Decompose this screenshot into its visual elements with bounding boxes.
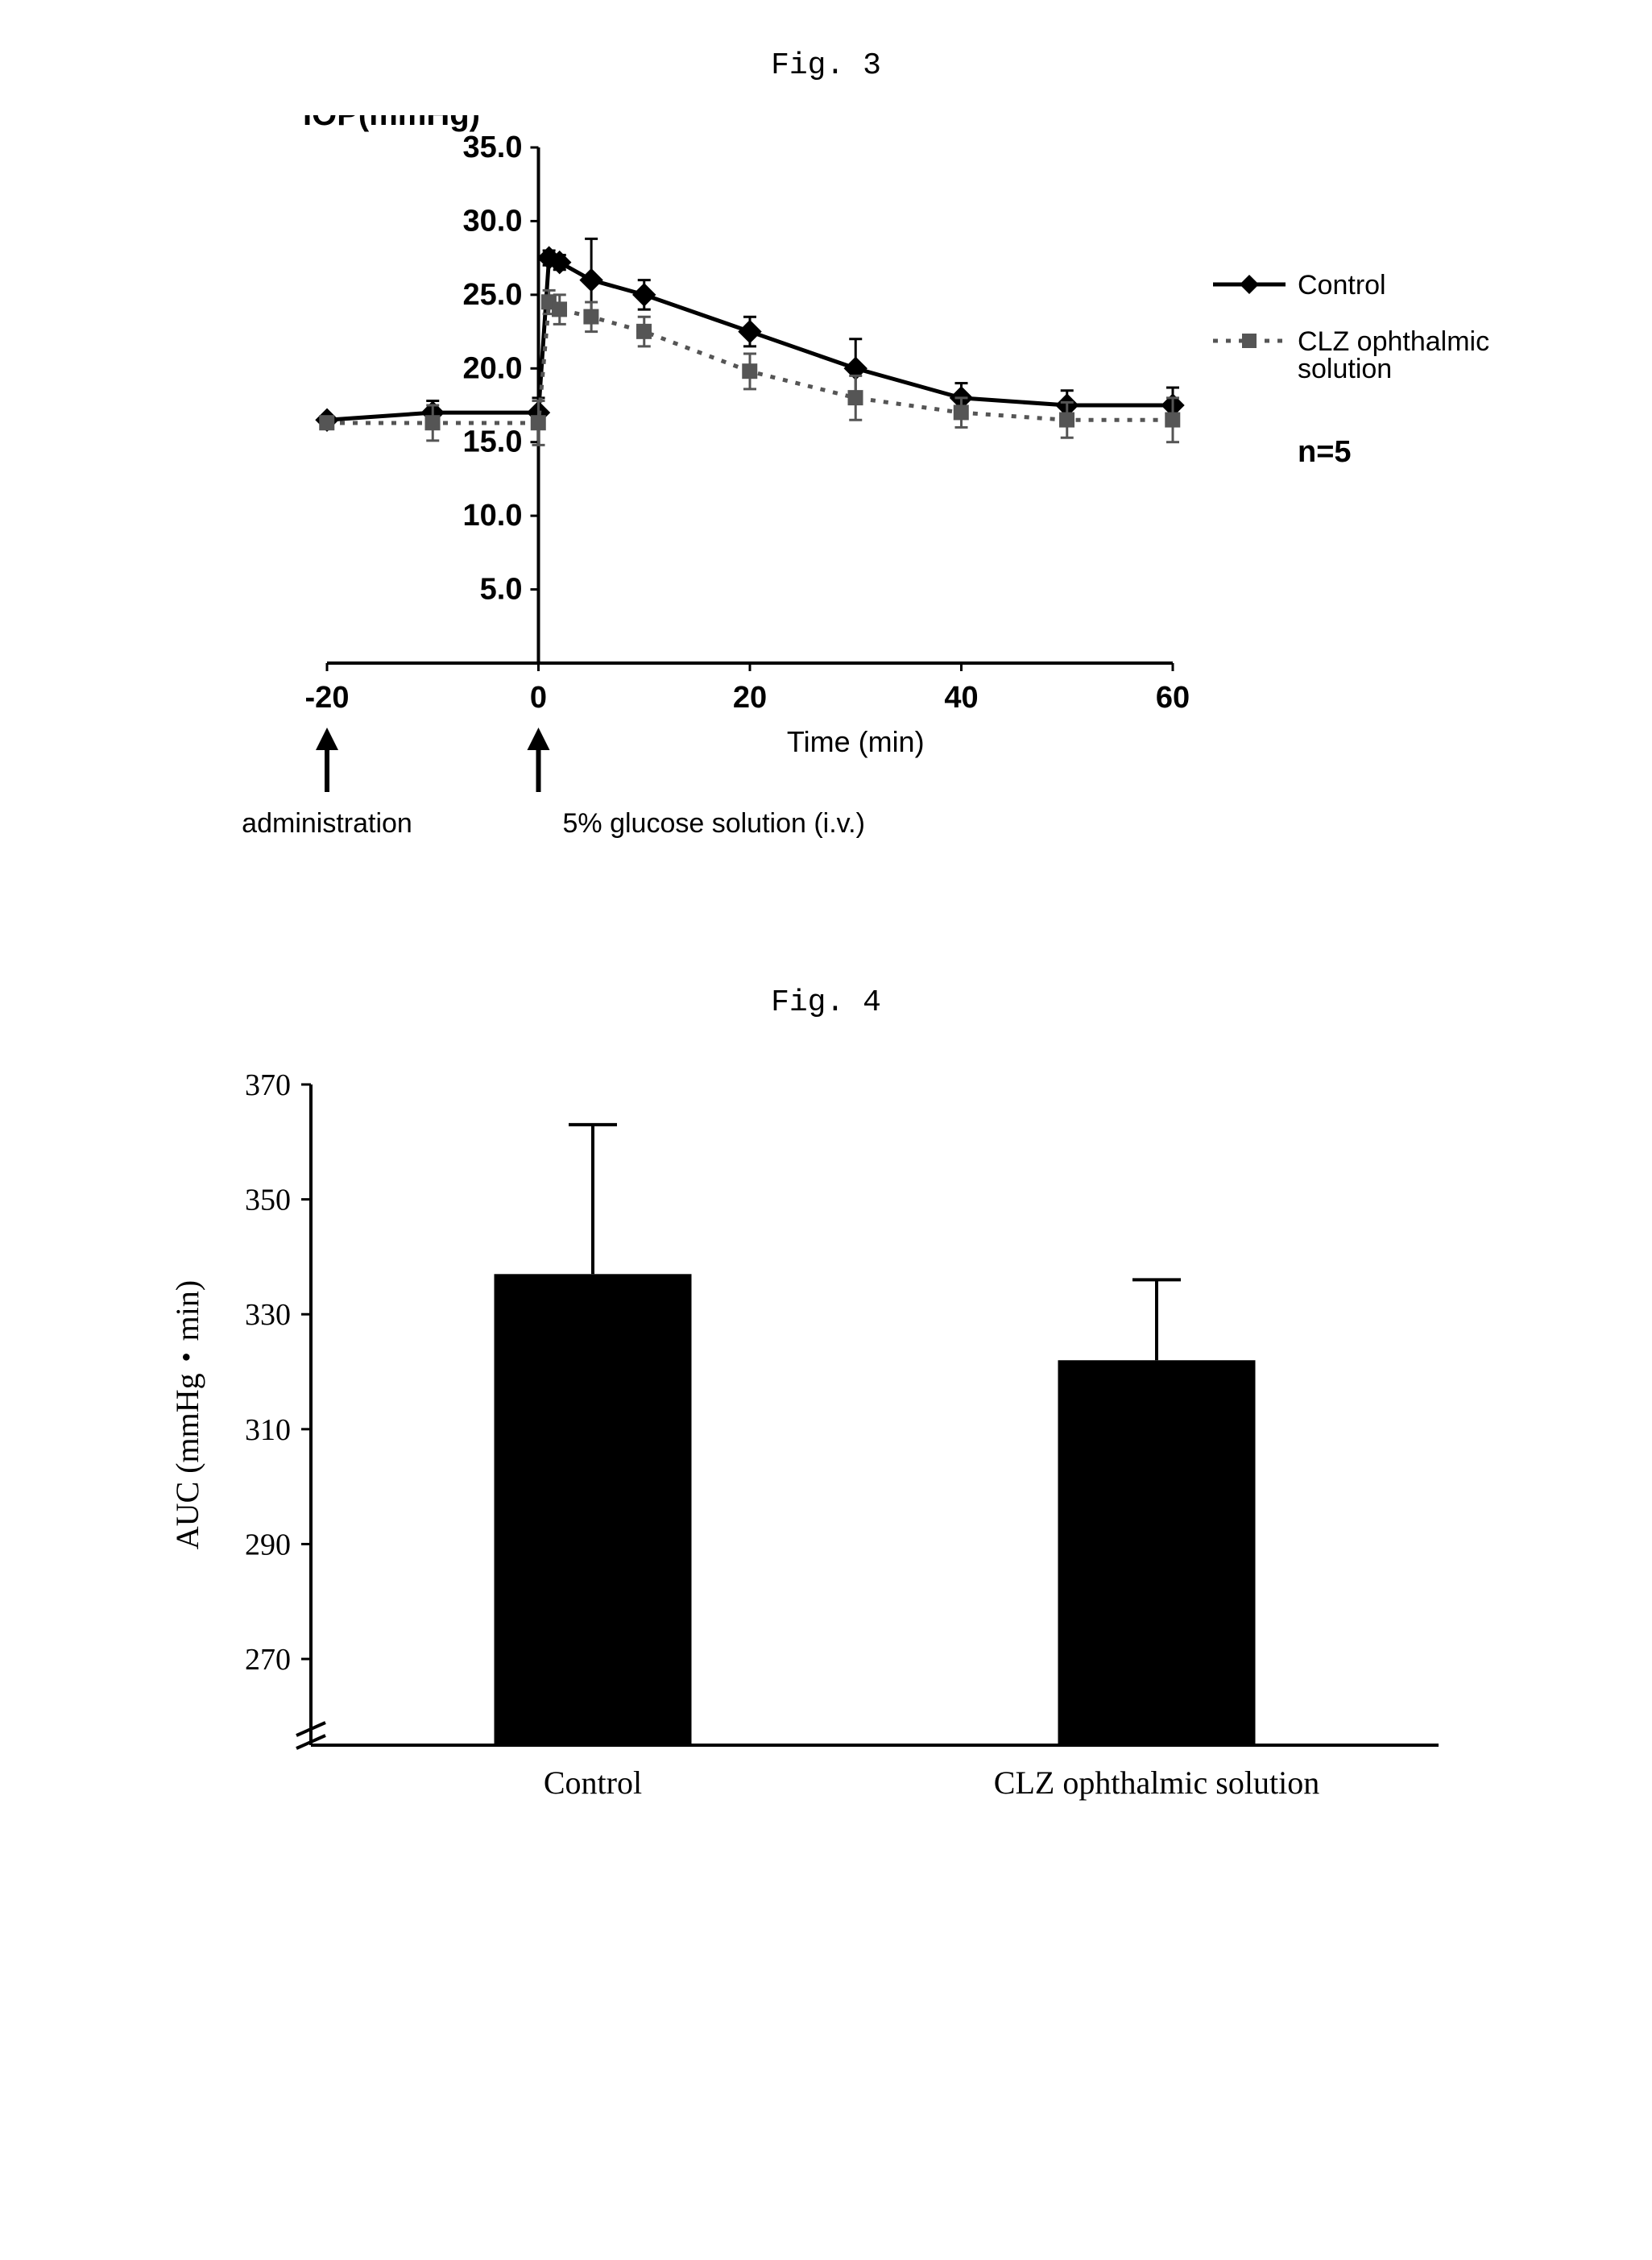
- svg-text:Control: Control: [1298, 270, 1386, 301]
- svg-text:IOP(mmHg): IOP(mmHg): [303, 115, 480, 132]
- svg-text:40: 40: [944, 681, 978, 715]
- svg-text:n=5: n=5: [1298, 435, 1352, 469]
- svg-text:35.0: 35.0: [462, 131, 522, 164]
- svg-text:60: 60: [1155, 681, 1189, 715]
- svg-text:350: 350: [245, 1184, 291, 1217]
- svg-text:290: 290: [245, 1528, 291, 1561]
- svg-text:5% glucose solution (i.v.): 5% glucose solution (i.v.): [562, 808, 864, 839]
- svg-text:5.0: 5.0: [479, 573, 522, 607]
- fig4-chart: 270 290 310 330 350 370 AUC (mmHg・min) Control C…: [101, 1052, 1551, 1874]
- svg-text:20: 20: [732, 681, 766, 715]
- svg-text:0: 0: [529, 681, 546, 715]
- svg-text:270: 270: [245, 1643, 291, 1677]
- svg-text:AUC (mmHg・min): AUC (mmHg・min): [169, 1280, 205, 1549]
- svg-text:Control: Control: [543, 1764, 641, 1801]
- svg-text:310: 310: [245, 1413, 291, 1447]
- svg-text:30.0: 30.0: [462, 204, 522, 238]
- svg-text:370: 370: [245, 1068, 291, 1102]
- svg-text:-20: -20: [304, 681, 349, 715]
- svg-text:20.0: 20.0: [462, 351, 522, 385]
- fig3-chart: 5.0 10.0 15.0 20.0 25.0 30.0 35.0 -20 0 20 40 60 IOP…: [101, 115, 1551, 937]
- svg-text:CLZ ophthalmic: CLZ ophthalmic: [1298, 326, 1489, 357]
- svg-text:Time (min): Time (min): [786, 725, 924, 758]
- fig3-label: Fig. 3: [32, 48, 1620, 83]
- svg-text:solution: solution: [1298, 354, 1392, 384]
- svg-text:administration: administration: [242, 808, 412, 839]
- fig4-label: Fig. 4: [32, 985, 1620, 1020]
- svg-text:CLZ ophthalmic solution: CLZ ophthalmic solution: [993, 1764, 1319, 1801]
- svg-text:10.0: 10.0: [462, 499, 522, 533]
- svg-text:330: 330: [245, 1298, 291, 1332]
- svg-text:15.0: 15.0: [462, 425, 522, 459]
- svg-text:25.0: 25.0: [462, 278, 522, 312]
